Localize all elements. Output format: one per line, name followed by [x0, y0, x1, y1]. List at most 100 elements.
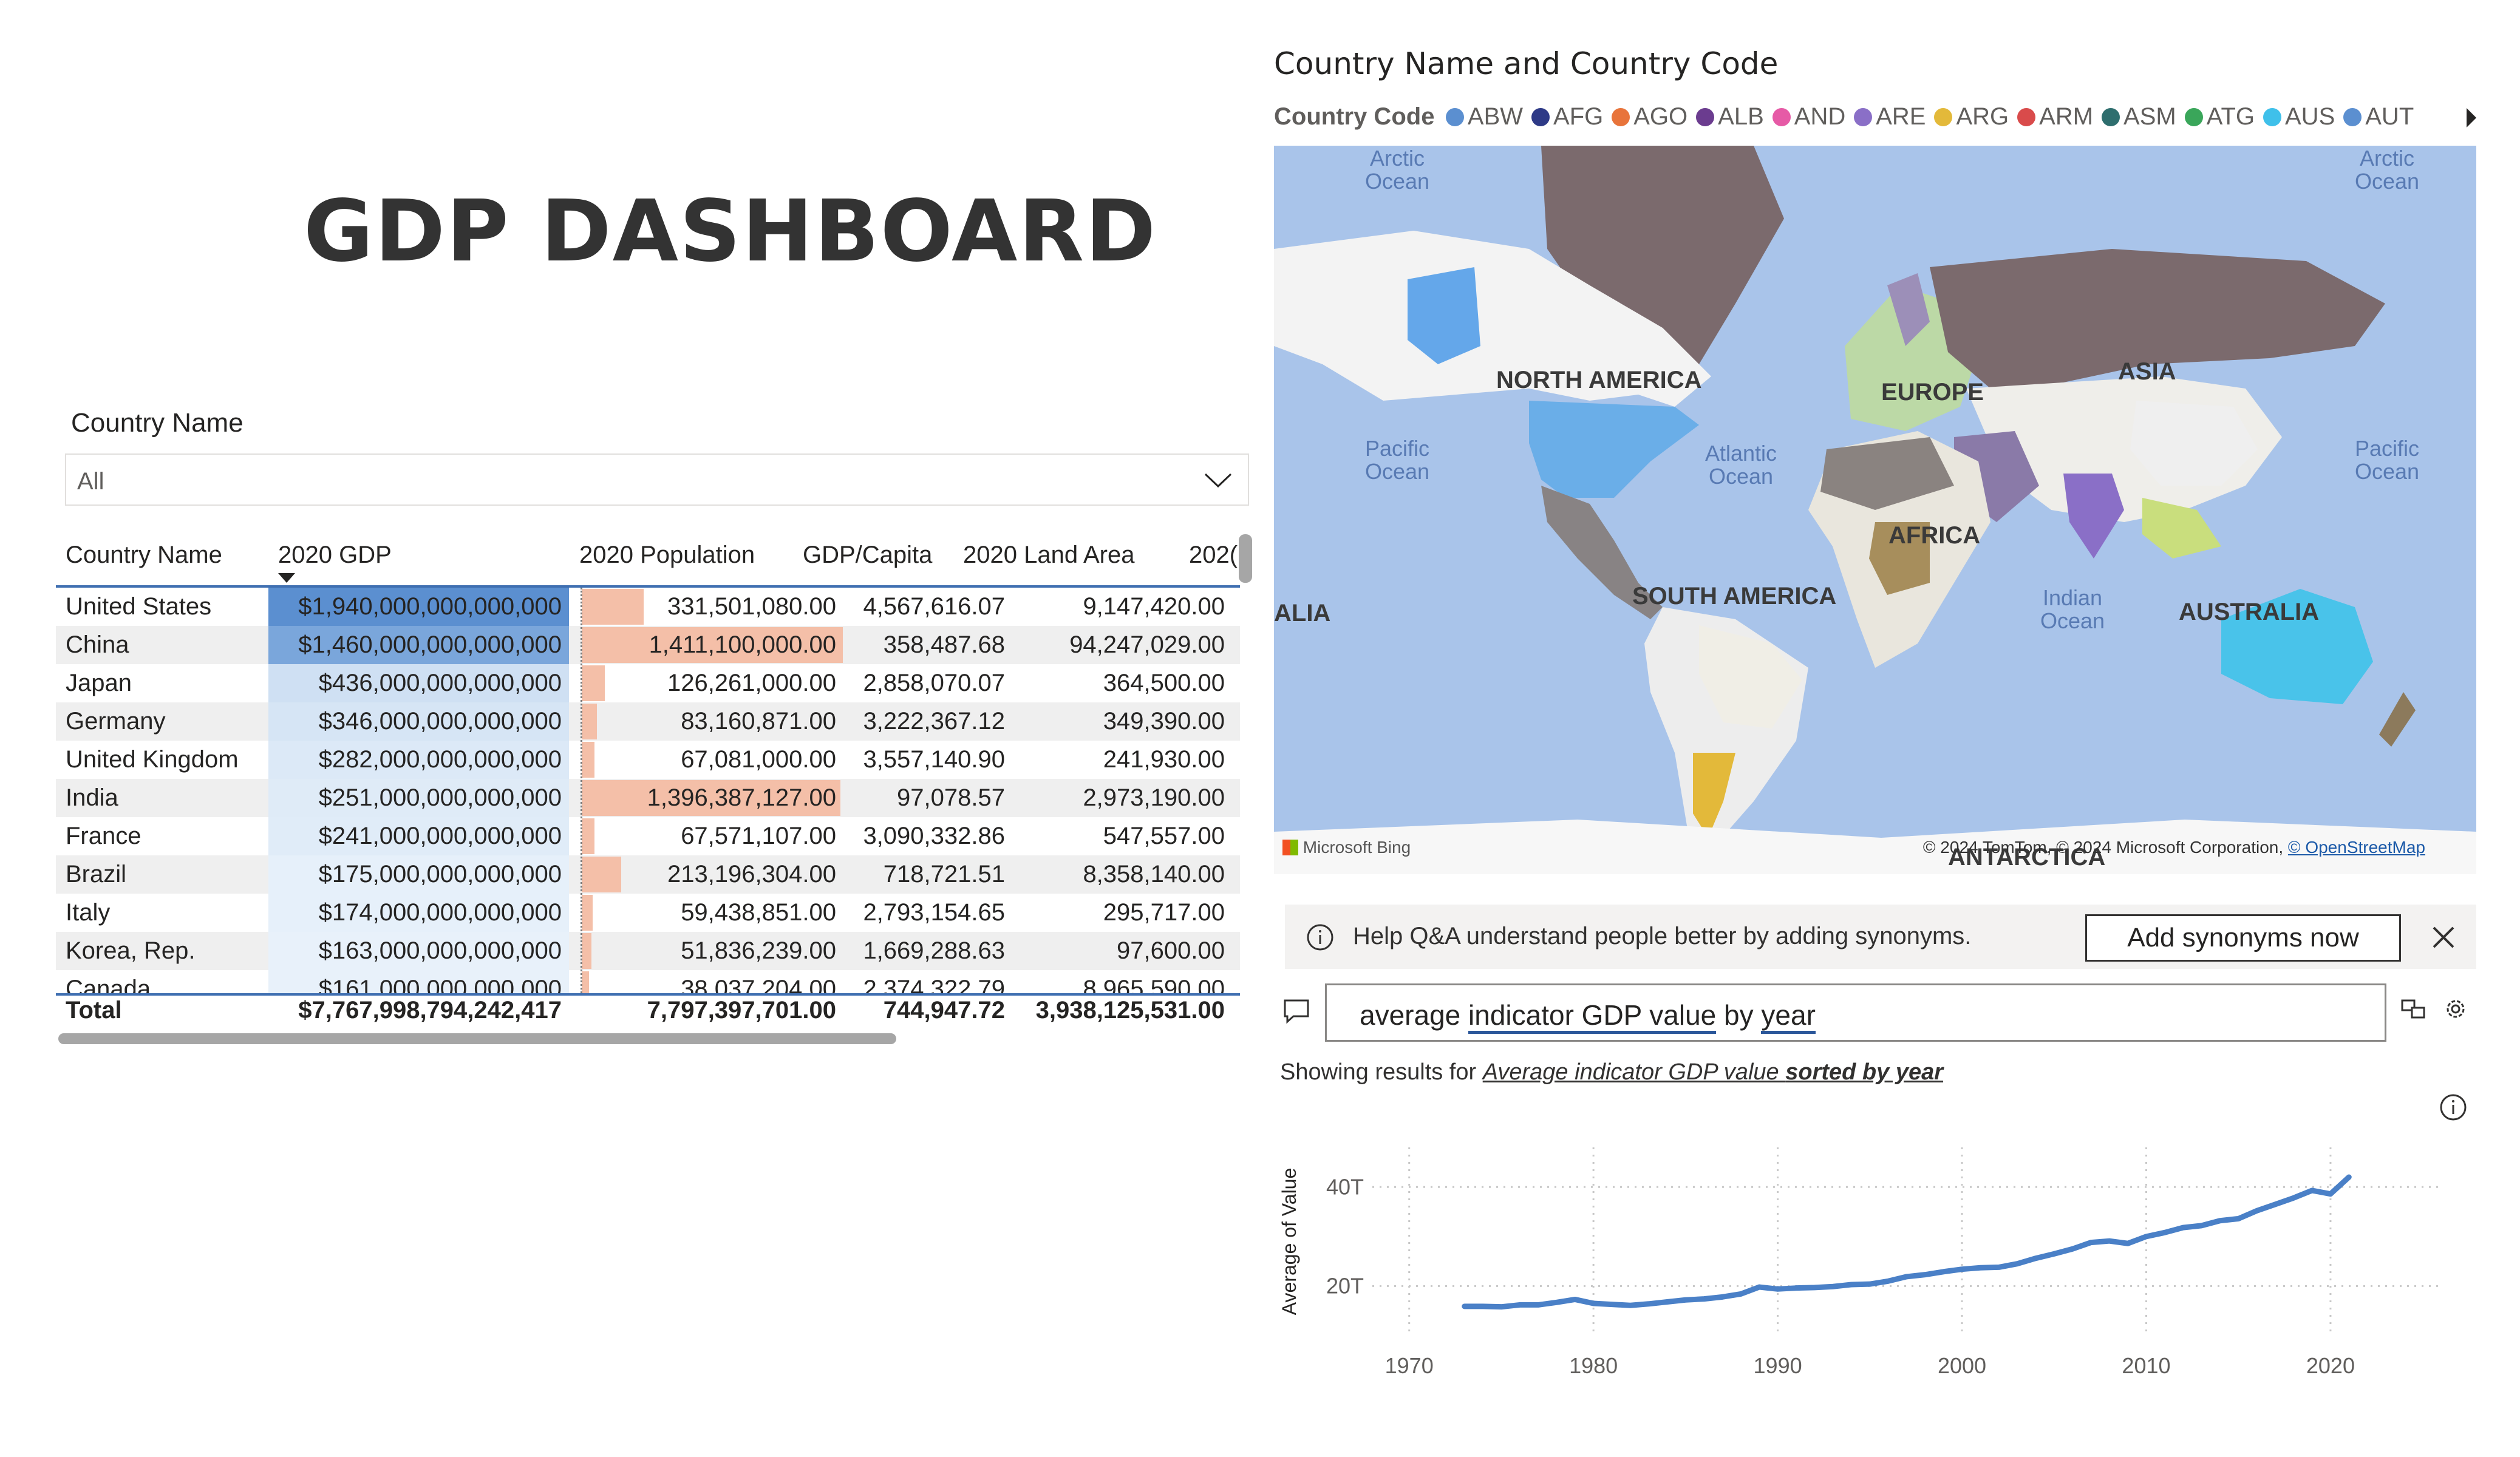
- data-point[interactable]: [1702, 1297, 1706, 1301]
- column-header-truncated[interactable]: 202(: [1189, 542, 1238, 568]
- data-point[interactable]: [1813, 1285, 1817, 1289]
- country-name-slicer-dropdown[interactable]: All: [65, 453, 1249, 506]
- data-point[interactable]: [2328, 1192, 2332, 1196]
- data-point[interactable]: [2199, 1223, 2204, 1228]
- gdp-cell: $175,000,000,000,000: [318, 861, 562, 888]
- data-point[interactable]: [1462, 1304, 1466, 1308]
- legend-item[interactable]: AUT: [2343, 103, 2414, 131]
- world-map[interactable]: Arctic Ocean Arctic Ocean Pacific Ocean Atl…: [1274, 146, 2476, 874]
- legend-item[interactable]: AGO: [1612, 103, 1687, 131]
- table-row[interactable]: Korea, Rep. $163,000,000,000,000 51,836,23…: [56, 932, 1240, 970]
- gdp-line-chart: 1970 1980 1990 2000 2010 2020 20T 40T Average of…: [1278, 1147, 2441, 1378]
- data-point[interactable]: [2089, 1240, 2093, 1245]
- data-point[interactable]: [2347, 1175, 2351, 1179]
- data-point[interactable]: [2255, 1209, 2259, 1213]
- qa-question-input[interactable]: average indicator GDP value by year: [1325, 983, 2386, 1042]
- add-synonyms-button[interactable]: Add synonyms now: [2085, 914, 2401, 962]
- table-row[interactable]: United States $1,940,000,000,000,000 331,5…: [56, 588, 1240, 626]
- data-point[interactable]: [1536, 1303, 1541, 1307]
- table-row[interactable]: China $1,460,000,000,000,000 1,411,100,000…: [56, 626, 1240, 664]
- legend-item[interactable]: AND: [1772, 103, 1845, 131]
- data-point[interactable]: [2052, 1252, 2056, 1256]
- map-region-argentina: [1693, 753, 1735, 838]
- data-point[interactable]: [1517, 1303, 1522, 1307]
- data-point[interactable]: [1923, 1272, 1927, 1277]
- data-point[interactable]: [1738, 1292, 1743, 1296]
- legend-item[interactable]: ARG: [1934, 103, 2009, 131]
- legend-item[interactable]: AFG: [1531, 103, 1603, 131]
- map-region-canada: [1274, 231, 1711, 407]
- data-point[interactable]: [1831, 1285, 1835, 1289]
- column-header-2020-land-area[interactable]: 2020 Land Area: [963, 542, 1135, 568]
- table-row[interactable]: Germany $346,000,000,000,000 83,160,871.00…: [56, 702, 1240, 741]
- table-vertical-scrollbar[interactable]: [1239, 534, 1252, 583]
- data-point[interactable]: [1481, 1304, 1485, 1308]
- data-point[interactable]: [2144, 1234, 2148, 1238]
- legend-item[interactable]: ARM: [2017, 103, 2093, 131]
- data-point[interactable]: [2273, 1202, 2277, 1206]
- table-row[interactable]: United Kingdom $282,000,000,000,000 67,081…: [56, 741, 1240, 779]
- column-header-2020-gdp[interactable]: 2020 GDP: [278, 542, 392, 568]
- table-row[interactable]: Italy $174,000,000,000,000 59,438,851.00 2,…: [56, 894, 1240, 932]
- data-point[interactable]: [2236, 1217, 2241, 1221]
- legend-item[interactable]: ABW: [1445, 103, 1523, 131]
- data-point[interactable]: [1849, 1282, 1853, 1286]
- showing-restatement-sort[interactable]: sorted by year: [1785, 1059, 1944, 1085]
- series-line[interactable]: [1462, 1174, 2352, 1310]
- population-data-bar: [582, 933, 591, 969]
- turn-into-visual-icon[interactable]: [2399, 994, 2428, 1024]
- column-header-gdp-per-capita[interactable]: GDP/Capita: [803, 542, 933, 568]
- table-horizontal-scrollbar[interactable]: [58, 1033, 896, 1044]
- data-point[interactable]: [1997, 1265, 2001, 1269]
- column-header-country-name[interactable]: Country Name: [66, 542, 222, 568]
- data-point[interactable]: [1905, 1274, 1909, 1279]
- data-point[interactable]: [1592, 1301, 1596, 1305]
- data-point[interactable]: [1794, 1286, 1798, 1290]
- data-point[interactable]: [2015, 1262, 2020, 1266]
- data-point[interactable]: [2218, 1218, 2222, 1223]
- data-point[interactable]: [2310, 1188, 2314, 1192]
- data-point[interactable]: [2071, 1247, 2075, 1251]
- table-row[interactable]: Japan $436,000,000,000,000 126,261,000.00 2…: [56, 664, 1240, 702]
- data-point[interactable]: [2181, 1226, 2185, 1230]
- gear-icon[interactable]: [2441, 994, 2470, 1024]
- table-row[interactable]: India $251,000,000,000,000 1,396,387,127.0…: [56, 779, 1240, 817]
- data-point[interactable]: [1683, 1298, 1687, 1302]
- openstreetmap-link[interactable]: © OpenStreetMap: [2287, 838, 2425, 857]
- table-row[interactable]: Brazil $175,000,000,000,000 213,196,304.00…: [56, 855, 1240, 894]
- legend-item[interactable]: ATG: [2184, 103, 2255, 131]
- data-point[interactable]: [2292, 1196, 2296, 1200]
- table-row[interactable]: Canada $161,000,000,000,000 38,037,204.00 2…: [56, 970, 1240, 993]
- legend-item[interactable]: ALB: [1696, 103, 1764, 131]
- legend-item[interactable]: ARE: [1854, 103, 1926, 131]
- data-point[interactable]: [1628, 1303, 1632, 1308]
- data-point[interactable]: [2162, 1231, 2167, 1235]
- data-point[interactable]: [1978, 1266, 1983, 1270]
- legend-item[interactable]: AUS: [2263, 103, 2335, 131]
- data-point[interactable]: [2126, 1241, 2130, 1246]
- data-point[interactable]: [1776, 1287, 1780, 1291]
- close-icon[interactable]: [2429, 923, 2458, 952]
- data-point[interactable]: [1499, 1305, 1503, 1309]
- data-point[interactable]: [1665, 1300, 1669, 1304]
- data-point[interactable]: [1555, 1300, 1559, 1305]
- info-icon[interactable]: [2439, 1093, 2468, 1122]
- data-point[interactable]: [1610, 1302, 1614, 1306]
- table-row[interactable]: France $241,000,000,000,000 67,571,107.00 3…: [56, 817, 1240, 855]
- data-point[interactable]: [1720, 1295, 1725, 1299]
- data-point[interactable]: [1886, 1279, 1890, 1283]
- data-point[interactable]: [1868, 1282, 1872, 1286]
- data-point[interactable]: [1573, 1297, 1577, 1302]
- data-point[interactable]: [2107, 1239, 2111, 1243]
- data-point[interactable]: [1647, 1302, 1651, 1306]
- column-header-2020-population[interactable]: 2020 Population: [579, 542, 755, 568]
- data-point[interactable]: [1757, 1285, 1762, 1289]
- gdp-per-capita-cell: 3,222,367.12: [863, 708, 1005, 735]
- sort-descending-icon[interactable]: [278, 573, 295, 583]
- legend-next-arrow-icon[interactable]: [2467, 108, 2476, 127]
- data-point[interactable]: [2034, 1256, 2038, 1260]
- legend-item[interactable]: ASM: [2102, 103, 2176, 131]
- data-point[interactable]: [1960, 1267, 1964, 1271]
- data-point[interactable]: [1941, 1269, 1946, 1274]
- showing-restatement[interactable]: Average indicator GDP value: [1482, 1059, 1786, 1085]
